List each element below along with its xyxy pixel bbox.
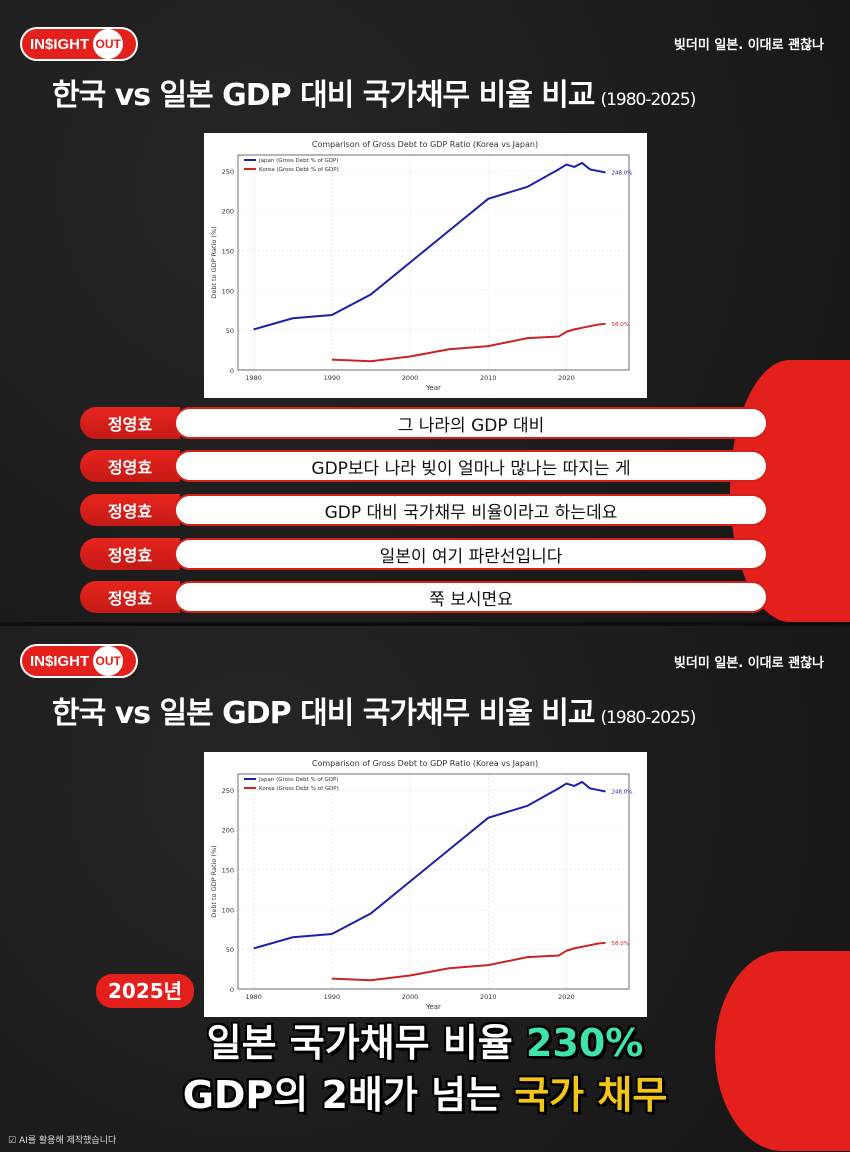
x-tick-label: 2020 bbox=[558, 993, 575, 1001]
debt-chart-1: Comparison of Gross Debt to GDP Ratio (K… bbox=[204, 133, 647, 398]
x-tick-label: 1990 bbox=[324, 993, 341, 1001]
series-line-korea bbox=[331, 941, 606, 982]
subtitle-row: 정영효 일본이 여기 파란선입니다 bbox=[80, 538, 768, 570]
y-tick-label: 150 bbox=[222, 248, 234, 256]
y-axis-label: Debt to GDP Ratio (%) bbox=[210, 845, 218, 917]
video-frame-1: IN$IGHT OUT 빚더미 일본. 이대로 괜찮나 한국 vs 일본 GDP … bbox=[0, 0, 850, 622]
x-tick-label: 2020 bbox=[558, 374, 575, 382]
caption-highlight: 230% bbox=[525, 1021, 644, 1065]
subtitle-text: 그 나라의 GDP 대비 bbox=[174, 407, 768, 439]
caption-line-2: GDP의 2배가 넘는 국가 채무 bbox=[0, 1072, 850, 1118]
x-tick-label: 1990 bbox=[324, 374, 341, 382]
series-line-japan bbox=[253, 161, 606, 331]
end-value-label: 248.0% bbox=[612, 171, 633, 177]
ai-notice: ☑ AI를 활용해 제작했습니다 bbox=[8, 1136, 117, 1146]
logo-text: IN$IGHT bbox=[30, 35, 90, 53]
speaker-label: 정영효 bbox=[80, 538, 180, 570]
speaker-label: 정영효 bbox=[80, 581, 180, 613]
series-line-korea bbox=[331, 322, 606, 363]
x-tick-label: 2010 bbox=[480, 374, 497, 382]
red-background-shape bbox=[715, 951, 850, 1151]
y-tick-label: 100 bbox=[222, 287, 234, 295]
y-tick-label: 200 bbox=[222, 827, 234, 835]
subtitle-text: 쭉 보시면요 bbox=[174, 581, 768, 613]
caption-text: GDP의 2배가 넘는 bbox=[182, 1073, 501, 1117]
series-line-japan bbox=[253, 780, 606, 950]
speaker-label: 정영효 bbox=[80, 494, 180, 526]
page-title: 한국 vs 일본 GDP 대비 국가채무 비율 비교 (1980-2025) bbox=[52, 70, 696, 114]
x-tick-label: 2010 bbox=[480, 993, 497, 1001]
end-value-label: 58.0% bbox=[612, 322, 629, 328]
legend-label: Korea (Gross Debt % of GDP) bbox=[259, 786, 339, 792]
caption-line-1: 일본 국가채무 비율 230% bbox=[0, 1020, 850, 1066]
video-frame-2: IN$IGHT OUT 빚더미 일본. 이대로 괜찮나 한국 vs 일본 GDP … bbox=[0, 622, 850, 1152]
x-tick-label: 1980 bbox=[245, 993, 262, 1001]
year-badge: 2025년 bbox=[96, 974, 195, 1008]
end-value-label: 248.0% bbox=[612, 790, 633, 796]
logo-text: IN$IGHT bbox=[30, 652, 90, 670]
y-tick-label: 0 bbox=[230, 367, 234, 375]
speaker-label: 정영효 bbox=[80, 450, 180, 482]
red-background-shape bbox=[730, 360, 850, 622]
logo-out: OUT bbox=[93, 29, 124, 59]
subtitle-text: 일본이 여기 파란선입니다 bbox=[174, 538, 768, 570]
insight-out-logo: IN$IGHT OUT bbox=[20, 644, 138, 678]
x-axis-label: Year bbox=[425, 384, 441, 392]
y-tick-label: 250 bbox=[222, 168, 234, 176]
x-tick-label: 2000 bbox=[402, 993, 419, 1001]
title-text: 한국 vs 일본 GDP 대비 국가채무 비율 비교 bbox=[52, 78, 595, 113]
y-tick-label: 50 bbox=[226, 946, 234, 954]
title-text: 한국 vs 일본 GDP 대비 국가채무 비율 비교 bbox=[52, 696, 595, 731]
tagline: 빚더미 일본. 이대로 괜찮나 bbox=[673, 656, 824, 671]
y-axis-label: Debt to GDP Ratio (%) bbox=[210, 226, 218, 298]
caption-text: 일본 국가채무 비율 bbox=[206, 1021, 513, 1065]
x-tick-label: 2000 bbox=[402, 374, 419, 382]
x-tick-label: 1980 bbox=[245, 374, 262, 382]
insight-out-logo: IN$IGHT OUT bbox=[20, 27, 138, 61]
subtitle-text: GDP 대비 국가채무 비율이라고 하는데요 bbox=[174, 494, 768, 526]
y-tick-label: 100 bbox=[222, 906, 234, 914]
x-axis-label: Year bbox=[425, 1003, 441, 1011]
title-years: (1980-2025) bbox=[600, 90, 696, 110]
speaker-label: 정영효 bbox=[80, 407, 180, 439]
caption-highlight: 국가 채무 bbox=[514, 1073, 668, 1117]
legend-label: Japan (Gross Debt % of GDP) bbox=[258, 158, 338, 164]
subtitle-text: GDP보다 나라 빚이 얼마나 많나는 따지는 게 bbox=[174, 450, 768, 482]
plot-frame bbox=[237, 154, 630, 371]
y-tick-label: 200 bbox=[222, 208, 234, 216]
subtitle-row: 정영효 GDP보다 나라 빚이 얼마나 많나는 따지는 게 bbox=[80, 450, 768, 482]
end-value-label: 58.0% bbox=[612, 941, 629, 947]
subtitle-row: 정영효 쭉 보시면요 bbox=[80, 581, 768, 613]
chart-title: Comparison of Gross Debt to GDP Ratio (K… bbox=[312, 140, 538, 149]
y-tick-label: 250 bbox=[222, 787, 234, 795]
legend-label: Japan (Gross Debt % of GDP) bbox=[258, 777, 338, 783]
logo-out: OUT bbox=[93, 646, 124, 676]
title-years: (1980-2025) bbox=[600, 708, 696, 728]
subtitle-row: 정영효 그 나라의 GDP 대비 bbox=[80, 407, 768, 439]
y-tick-label: 0 bbox=[230, 986, 234, 994]
subtitle-row: 정영효 GDP 대비 국가채무 비율이라고 하는데요 bbox=[80, 494, 768, 526]
chart-title: Comparison of Gross Debt to GDP Ratio (K… bbox=[312, 759, 538, 768]
tagline: 빚더미 일본. 이대로 괜찮나 bbox=[673, 38, 824, 53]
page-title: 한국 vs 일본 GDP 대비 국가채무 비율 비교 (1980-2025) bbox=[52, 688, 696, 732]
plot-frame bbox=[237, 773, 630, 990]
ai-notice-text: AI를 활용해 제작했습니다 bbox=[18, 1136, 117, 1146]
y-tick-label: 50 bbox=[226, 327, 234, 335]
legend-label: Korea (Gross Debt % of GDP) bbox=[259, 167, 339, 173]
y-tick-label: 150 bbox=[222, 867, 234, 875]
debt-chart-2: Comparison of Gross Debt to GDP Ratio (K… bbox=[204, 752, 647, 1017]
